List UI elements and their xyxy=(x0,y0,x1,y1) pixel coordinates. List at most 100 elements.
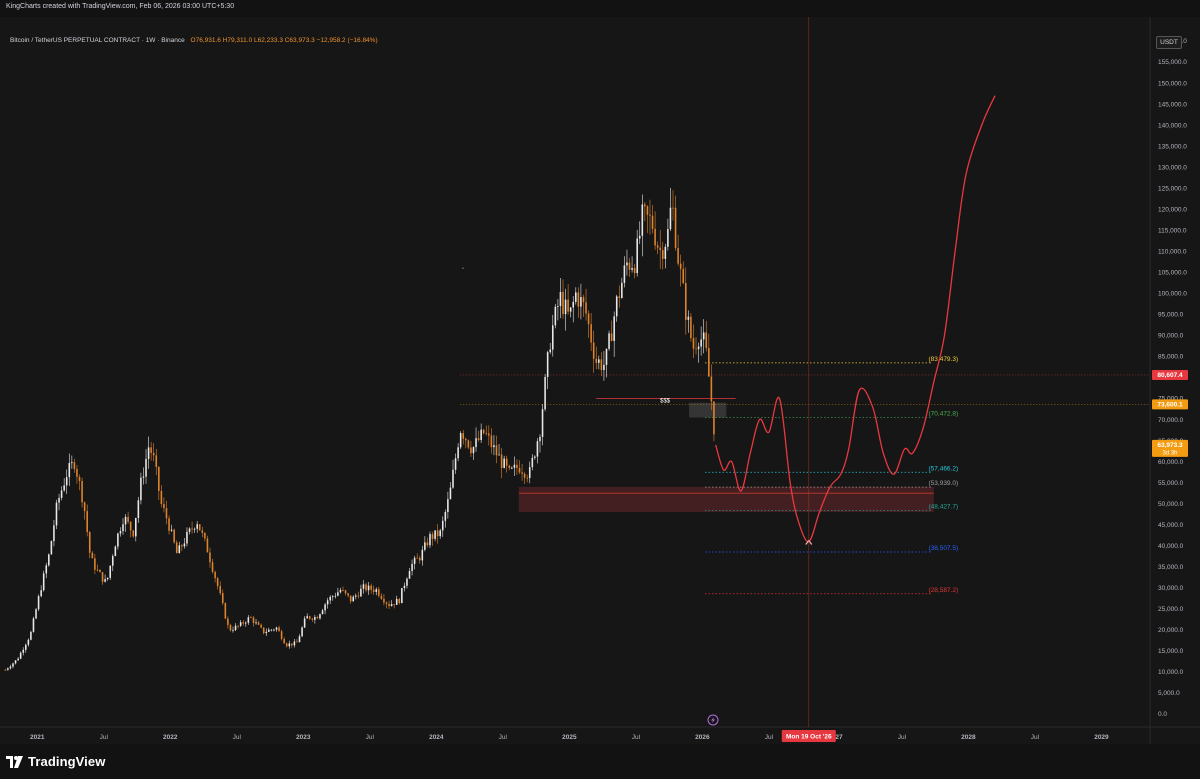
candle-body xyxy=(63,485,65,491)
candle-body xyxy=(32,618,35,632)
candle-body xyxy=(124,516,127,525)
candle-body xyxy=(147,447,150,459)
candle-body xyxy=(278,627,280,632)
lightning-icon-ring xyxy=(707,714,719,726)
candle-body xyxy=(482,429,485,434)
candle-body xyxy=(7,668,9,670)
fib-level-label: (48,427.7) xyxy=(929,503,959,510)
candle-body xyxy=(475,438,477,448)
price-tick-label: 105,000.0 xyxy=(1158,270,1187,277)
candle-body xyxy=(585,302,587,314)
candle-body xyxy=(40,590,42,597)
price-tick-label: 10,000.0 xyxy=(1158,669,1184,676)
price-tick-label: 60,000.0 xyxy=(1158,459,1184,466)
fib-level-label: (70,472.8) xyxy=(929,411,959,418)
candle-body xyxy=(50,541,53,555)
candle-body xyxy=(145,458,147,477)
candle-body xyxy=(81,481,83,503)
candle-body xyxy=(403,585,406,589)
candle-body xyxy=(659,247,662,251)
price-tick-label: 155,000.0 xyxy=(1158,59,1187,66)
price-badge-label: 80,607.4 xyxy=(1157,372,1183,379)
price-tick-label: 95,000.0 xyxy=(1158,312,1184,319)
candle-body xyxy=(582,297,585,303)
candle-body xyxy=(329,596,332,601)
candle-body xyxy=(132,530,135,537)
time-tick-label: 2023 xyxy=(296,734,311,741)
price-tick-label: 140,000.0 xyxy=(1158,122,1187,129)
price-tick-label: 35,000.0 xyxy=(1158,564,1184,571)
candle-body xyxy=(214,571,216,579)
candle-body xyxy=(398,598,401,604)
candle-body xyxy=(191,528,193,530)
candle-body xyxy=(234,625,237,630)
candle-body xyxy=(598,359,600,363)
candle-body xyxy=(25,644,27,650)
candle-body xyxy=(416,557,418,559)
candle-body xyxy=(462,433,465,439)
candle-body xyxy=(623,265,626,283)
candle-body xyxy=(291,643,293,646)
time-tick-label: Jul xyxy=(632,734,641,741)
candle-body xyxy=(383,598,385,603)
candle-body xyxy=(380,595,383,599)
candle-body xyxy=(572,301,575,308)
candle-body xyxy=(395,598,398,605)
candle-body xyxy=(621,282,623,298)
currency-unit-button[interactable]: USDT xyxy=(1156,36,1182,49)
ohlc-values: O76,931.6 H79,311.0 L62,233.3 C63,973.3 … xyxy=(190,37,378,44)
candle-body xyxy=(388,603,390,607)
candle-body xyxy=(209,552,211,563)
candle-body xyxy=(557,306,559,307)
candle-body xyxy=(610,333,613,341)
candle-body xyxy=(88,531,91,553)
time-tick-label: Jul xyxy=(233,734,242,741)
candle-body xyxy=(221,593,224,604)
candle-body xyxy=(17,658,19,661)
candle-body xyxy=(695,348,697,350)
candle-body xyxy=(605,348,608,365)
candle-body xyxy=(347,593,349,596)
candle-body xyxy=(644,204,646,207)
candle-body xyxy=(160,490,163,505)
time-tick-label: 2025 xyxy=(562,734,577,741)
candle-body xyxy=(303,618,306,628)
candle-body xyxy=(546,352,549,377)
candle-body xyxy=(99,570,101,573)
candle-body xyxy=(567,299,569,312)
candle-body xyxy=(344,590,347,594)
candle-body xyxy=(355,595,357,597)
candle-body xyxy=(306,616,308,619)
candle-body xyxy=(447,499,449,513)
candle-body xyxy=(651,215,654,229)
candle-body xyxy=(590,324,592,343)
candle-body xyxy=(109,565,112,578)
price-tick-label: 5,000.0 xyxy=(1158,690,1180,697)
top-bar: KingCharts created with TradingView.com,… xyxy=(0,0,1200,17)
tradingview-logo[interactable]: TradingView xyxy=(6,754,105,769)
chart-area[interactable]: (83,479.3) (70,472.8) (57,466.2) (53,939.0)… xyxy=(0,17,1200,744)
liquidity-marker-label: $$$ xyxy=(660,399,671,405)
candle-body xyxy=(152,452,155,456)
candle-body xyxy=(631,268,633,270)
lightning-icon-bolt xyxy=(711,717,716,723)
candle-body xyxy=(508,465,511,468)
price-tick-label: 90,000.0 xyxy=(1158,333,1184,340)
candle-body xyxy=(465,438,467,441)
candle-body xyxy=(319,614,321,619)
candle-body xyxy=(262,627,265,634)
time-tick-label: Jul xyxy=(366,734,375,741)
candle-body xyxy=(60,490,63,498)
candle-body xyxy=(137,500,140,518)
candle-body xyxy=(669,207,672,230)
candle-body xyxy=(216,578,219,587)
candle-body xyxy=(9,666,12,669)
candle-body xyxy=(674,207,677,248)
symbol-legend: Bitcoin / TetherUS PERPETUAL CONTRACT · … xyxy=(10,37,378,44)
candle-body xyxy=(188,528,191,532)
candle-body xyxy=(104,579,106,582)
price-chart[interactable]: (83,479.3) (70,472.8) (57,466.2) (53,939.0)… xyxy=(0,17,1200,744)
price-tick-label: 55,000.0 xyxy=(1158,480,1184,487)
candle-body xyxy=(255,622,257,624)
price-tick-label: 145,000.0 xyxy=(1158,101,1187,108)
